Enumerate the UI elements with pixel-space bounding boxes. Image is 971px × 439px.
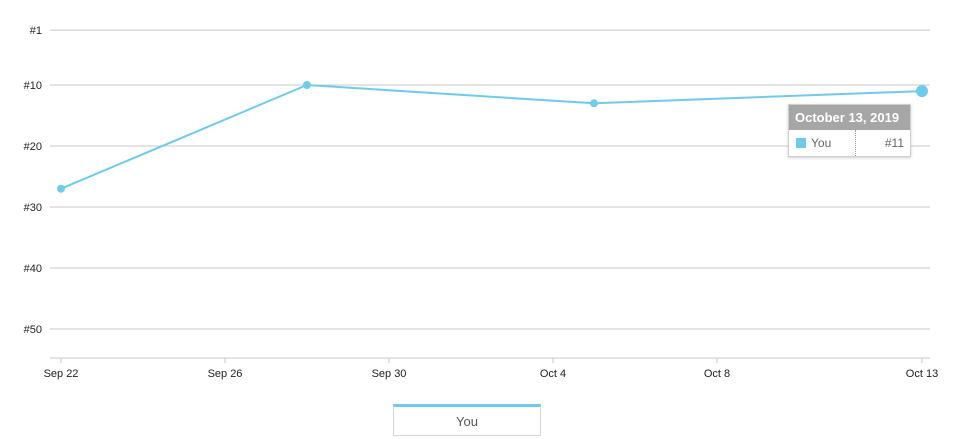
x-tick-label: Sep 26: [208, 368, 243, 380]
x-tick-label: Oct 4: [540, 368, 566, 380]
tooltip-title: October 13, 2019: [789, 105, 910, 130]
x-tick-label: Oct 8: [704, 368, 730, 380]
tooltip-row: You #11: [789, 130, 910, 156]
x-tick-label: Sep 30: [372, 368, 407, 380]
tooltip-series-swatch: [796, 138, 806, 148]
series-line: [60, 83, 923, 190]
tooltip-series-value: #11: [884, 136, 904, 150]
chart-tooltip: October 13, 2019 You #11: [788, 104, 911, 157]
data-point: [303, 81, 311, 89]
data-point-hovered: [916, 85, 928, 98]
y-tick-label: #20: [24, 141, 42, 153]
y-tick-label: #30: [24, 202, 42, 214]
y-tick-label: #10: [24, 80, 42, 92]
data-point: [590, 99, 598, 108]
y-axis-ticks: #1 #10 #20 #30 #40 #50: [24, 25, 42, 336]
tooltip-series-name: You: [811, 130, 856, 156]
data-point: [57, 184, 65, 193]
x-tick-label: Sep 22: [44, 368, 79, 380]
x-axis: Sep 22 Sep 26 Sep 30 Oct 4 Oct 8 Oct 13: [44, 357, 938, 380]
legend-item-label: You: [456, 414, 478, 429]
grid-lines: [50, 29, 930, 330]
y-tick-label: #50: [24, 324, 42, 336]
series-you: [57, 81, 928, 193]
x-tick-label: Oct 13: [906, 368, 938, 380]
y-tick-label: #40: [24, 263, 42, 275]
legend-item-you[interactable]: You: [393, 404, 541, 436]
y-tick-label: #1: [30, 25, 42, 37]
